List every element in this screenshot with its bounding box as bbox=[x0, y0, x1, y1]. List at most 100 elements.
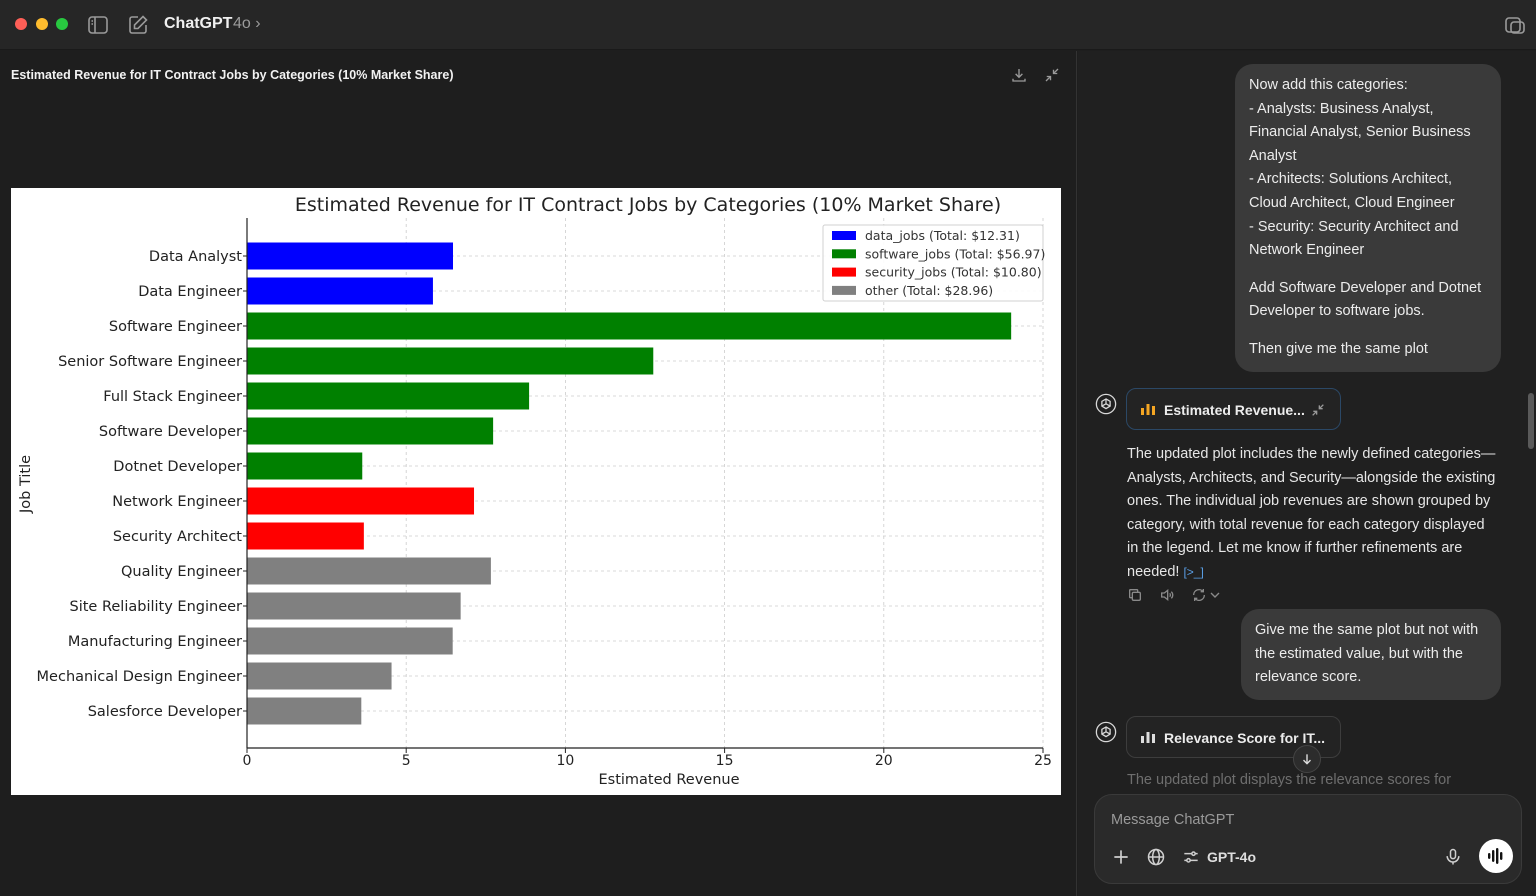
minimize-window-button[interactable] bbox=[36, 18, 48, 30]
bar-software-developer bbox=[247, 417, 494, 445]
legend-swatch-security_jobs bbox=[832, 267, 856, 277]
close-window-button[interactable] bbox=[15, 18, 27, 30]
bar-security-architect bbox=[247, 522, 364, 550]
chat-panel: Now add this categories: - Analysts: Bus… bbox=[1078, 51, 1536, 896]
copy-icon[interactable] bbox=[1127, 587, 1143, 603]
y-tick-label: Salesforce Developer bbox=[88, 704, 242, 720]
y-tick-label: Senior Software Engineer bbox=[58, 354, 242, 370]
x-tick-label: 25 bbox=[1034, 753, 1052, 769]
y-tick-label: Security Architect bbox=[113, 529, 242, 545]
legend-swatch-other bbox=[832, 285, 856, 295]
y-tick-label: Software Engineer bbox=[109, 319, 242, 335]
message-composer: GPT-4o bbox=[1094, 794, 1522, 884]
legend-entry-other: other (Total: $28.96) bbox=[865, 283, 993, 298]
y-tick-label: Dotnet Developer bbox=[113, 459, 242, 475]
y-tick-label: Mechanical Design Engineer bbox=[37, 669, 242, 685]
regenerate-icon[interactable] bbox=[1191, 587, 1207, 603]
chatgpt-logo-icon bbox=[1095, 393, 1117, 415]
user-message: Now add this categories: - Analysts: Bus… bbox=[1235, 64, 1501, 372]
legend-entry-security_jobs: security_jobs (Total: $10.80) bbox=[865, 265, 1042, 280]
chart-legend: data_jobs (Total: $12.31) software_jobs (… bbox=[822, 224, 1045, 302]
new-window-icon[interactable] bbox=[1503, 13, 1527, 37]
collapse-icon[interactable] bbox=[1310, 402, 1326, 418]
assistant-message-text: The updated plot includes the newly defi… bbox=[1127, 446, 1496, 580]
y-tick-label: Data Engineer bbox=[138, 284, 242, 300]
plus-icon[interactable] bbox=[1111, 847, 1131, 867]
message-text: Give me the same plot but not with the e… bbox=[1255, 622, 1479, 686]
scroll-to-bottom-button[interactable] bbox=[1293, 745, 1321, 773]
model-picker[interactable]: GPT-4o bbox=[1207, 849, 1257, 865]
settings-sliders-icon[interactable] bbox=[1181, 847, 1201, 867]
zoom-window-button[interactable] bbox=[56, 18, 68, 30]
bar-full-stack-engineer bbox=[247, 382, 530, 410]
bar-network-engineer bbox=[247, 487, 475, 515]
message-line: - Analysts: Business Analyst, Financial … bbox=[1249, 100, 1471, 164]
bar-dotnet-developer bbox=[247, 452, 363, 480]
canvas-panel: Estimated Revenue for IT Contract Jobs b… bbox=[0, 51, 1077, 896]
assistant-message: The updated plot includes the newly defi… bbox=[1127, 443, 1497, 585]
y-tick-label: Quality Engineer bbox=[121, 564, 242, 580]
chart-image: Estimated Revenue for IT Contract Jobs b… bbox=[11, 188, 1061, 795]
x-axis-label: Estimated Revenue bbox=[598, 772, 739, 788]
message-line: - Architects: Solutions Architect, Cloud… bbox=[1249, 171, 1455, 211]
chart-icon bbox=[1141, 404, 1155, 415]
y-tick-label: Full Stack Engineer bbox=[103, 389, 242, 405]
bar-senior-software-engineer bbox=[247, 347, 654, 375]
legend-entry-software_jobs: software_jobs (Total: $56.97) bbox=[865, 246, 1045, 261]
y-tick-label: Manufacturing Engineer bbox=[68, 634, 242, 650]
read-aloud-icon[interactable] bbox=[1159, 587, 1175, 603]
bar-chart: Estimated Revenue for IT Contract Jobs b… bbox=[18, 194, 1052, 788]
microphone-icon[interactable] bbox=[1443, 847, 1463, 867]
x-tick-label: 5 bbox=[402, 753, 411, 769]
chart-icon bbox=[1141, 732, 1155, 743]
legend-swatch-data_jobs bbox=[832, 231, 856, 240]
x-tick-label: 15 bbox=[716, 753, 734, 769]
title-bar: ChatGPT 4o › bbox=[0, 0, 1536, 50]
legend-entry-data_jobs: data_jobs (Total: $12.31) bbox=[865, 228, 1020, 243]
message-input[interactable] bbox=[1111, 809, 1491, 831]
bar-salesforce-developer bbox=[247, 697, 362, 725]
chart-title: Estimated Revenue for IT Contract Jobs b… bbox=[295, 194, 1001, 216]
arrow-down-icon bbox=[1303, 754, 1311, 765]
bar-software-engineer bbox=[247, 312, 1012, 340]
model-selector[interactable]: 4o › bbox=[233, 15, 261, 32]
y-tick-label: Software Developer bbox=[99, 424, 242, 440]
collapse-icon[interactable] bbox=[1043, 66, 1061, 84]
artifact-chip-label: Relevance Score for IT... bbox=[1164, 730, 1326, 746]
bar-data-engineer bbox=[247, 277, 433, 305]
bar-quality-engineer bbox=[247, 557, 491, 585]
message-paragraph: Add Software Developer and Dotnet Develo… bbox=[1249, 279, 1482, 320]
canvas-title: Estimated Revenue for IT Contract Jobs b… bbox=[11, 68, 454, 82]
message-line: Now add this categories: bbox=[1249, 77, 1408, 93]
artifact-chip-estimated-revenue[interactable]: Estimated Revenue... bbox=[1126, 388, 1341, 430]
y-axis-label: Job Title bbox=[18, 455, 34, 514]
bar-data-analyst bbox=[247, 242, 454, 270]
bar-site-reliability-engineer bbox=[247, 592, 461, 620]
code-source-icon[interactable]: [>_] bbox=[1183, 564, 1204, 579]
y-tick-label: Network Engineer bbox=[112, 494, 242, 510]
artifact-chip-label: Estimated Revenue... bbox=[1164, 402, 1305, 418]
bar-manufacturing-engineer bbox=[247, 627, 453, 655]
legend-frame bbox=[822, 224, 1044, 302]
y-tick-label: Data Analyst bbox=[149, 249, 242, 265]
user-message: Give me the same plot but not with the e… bbox=[1241, 609, 1501, 700]
waveform-icon bbox=[1488, 848, 1503, 864]
legend-swatch-software_jobs bbox=[832, 249, 856, 259]
voice-mode-button[interactable] bbox=[1479, 839, 1513, 873]
message-paragraph: Then give me the same plot bbox=[1249, 340, 1428, 357]
sidebar-toggle-icon[interactable] bbox=[86, 13, 110, 37]
y-tick-label: Site Reliability Engineer bbox=[70, 599, 243, 615]
new-chat-icon[interactable] bbox=[126, 13, 150, 37]
assistant-message-partial: The updated plot displays the relevance … bbox=[1127, 772, 1452, 788]
scrollbar[interactable] bbox=[1528, 393, 1534, 449]
chatgpt-logo-icon bbox=[1095, 721, 1117, 743]
app-title: ChatGPT bbox=[164, 15, 233, 32]
message-line: - Security: Security Architect and Netwo… bbox=[1249, 218, 1459, 259]
x-tick-label: 0 bbox=[243, 753, 252, 769]
bar-mechanical-design-engineer bbox=[247, 662, 392, 690]
x-tick-label: 10 bbox=[556, 753, 574, 769]
download-icon[interactable] bbox=[1010, 66, 1028, 84]
chevron-down-icon[interactable] bbox=[1207, 587, 1223, 603]
globe-icon[interactable] bbox=[1146, 847, 1166, 867]
x-tick-label: 20 bbox=[875, 753, 893, 769]
